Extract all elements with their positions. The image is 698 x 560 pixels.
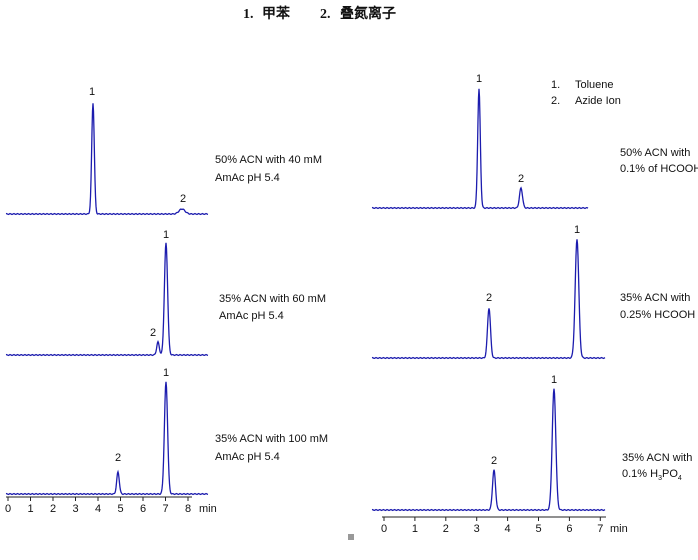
chromatogram — [371, 388, 606, 512]
tick-label: 1 — [27, 503, 33, 515]
condition: AmAc pH 5.4 — [219, 310, 284, 322]
title-num: 2. — [320, 7, 331, 22]
condition: 35% ACN with 60 mM — [219, 293, 326, 305]
peak-label: 2 — [518, 173, 524, 185]
axis-unit: min — [610, 523, 628, 535]
legend-num: 1. — [551, 79, 560, 91]
tick-label: 7 — [597, 523, 603, 535]
legend-label: Toluene — [575, 79, 614, 91]
legend-num: 2. — [551, 95, 560, 107]
marker — [348, 534, 354, 540]
tick-label: 6 — [140, 503, 146, 515]
condition-part: 4 — [678, 475, 682, 482]
peak-label: 2 — [491, 455, 497, 467]
chromatogram — [5, 103, 209, 216]
tick-label: 2 — [443, 523, 449, 535]
tick-label: 5 — [535, 523, 541, 535]
tick-label: 8 — [185, 503, 191, 515]
peak-label: 1 — [476, 73, 482, 85]
condition: 35% ACN with 100 mM — [215, 433, 328, 445]
chromatogram — [5, 242, 209, 357]
tick-label: 2 — [50, 503, 56, 515]
tick-label: 3 — [72, 503, 78, 515]
peak-label: 2 — [486, 292, 492, 304]
peak-label: 1 — [574, 224, 580, 236]
condition-part: 0.1% H — [622, 468, 658, 480]
tick-label: 6 — [566, 523, 572, 535]
peak-label: 2 — [150, 327, 156, 339]
axis-unit: min — [199, 503, 217, 515]
chromatogram — [371, 88, 589, 210]
peak-label: 1 — [163, 367, 169, 379]
condition-part: 3 — [658, 475, 662, 482]
condition-part: PO — [662, 468, 678, 480]
tick-label: 4 — [505, 523, 511, 535]
title-name: 叠氮离子 — [340, 5, 396, 22]
title-num: 1. — [243, 7, 254, 22]
tick-label: 5 — [117, 503, 123, 515]
tick-label: 0 — [381, 523, 387, 535]
condition: 50% ACN with 40 mM — [215, 154, 322, 166]
condition: 35% ACN with — [620, 292, 690, 304]
tick-label: 4 — [95, 503, 101, 515]
legend-label: Azide Ion — [575, 95, 621, 107]
tick-label: 0 — [5, 503, 11, 515]
chromatogram — [371, 239, 606, 360]
tick-label: 7 — [162, 503, 168, 515]
condition: AmAc pH 5.4 — [215, 451, 280, 463]
condition: 0.25% HCOOH — [620, 309, 695, 321]
title-name: 甲苯 — [262, 5, 291, 22]
peak-label: 2 — [115, 452, 121, 464]
peak-label: 2 — [180, 193, 186, 205]
condition: 0.1% of HCOOH — [620, 163, 698, 175]
tick-label: 3 — [474, 523, 480, 535]
peak-label: 1 — [89, 86, 95, 98]
peak-label: 1 — [163, 229, 169, 241]
condition: 35% ACN with — [622, 452, 692, 464]
peak-label: 1 — [551, 374, 557, 386]
condition: 50% ACN with — [620, 147, 690, 159]
tick-label: 1 — [412, 523, 418, 535]
condition: AmAc pH 5.4 — [215, 172, 280, 184]
chromatogram — [5, 381, 209, 496]
condition: 0.1% H3PO4 — [622, 468, 682, 482]
